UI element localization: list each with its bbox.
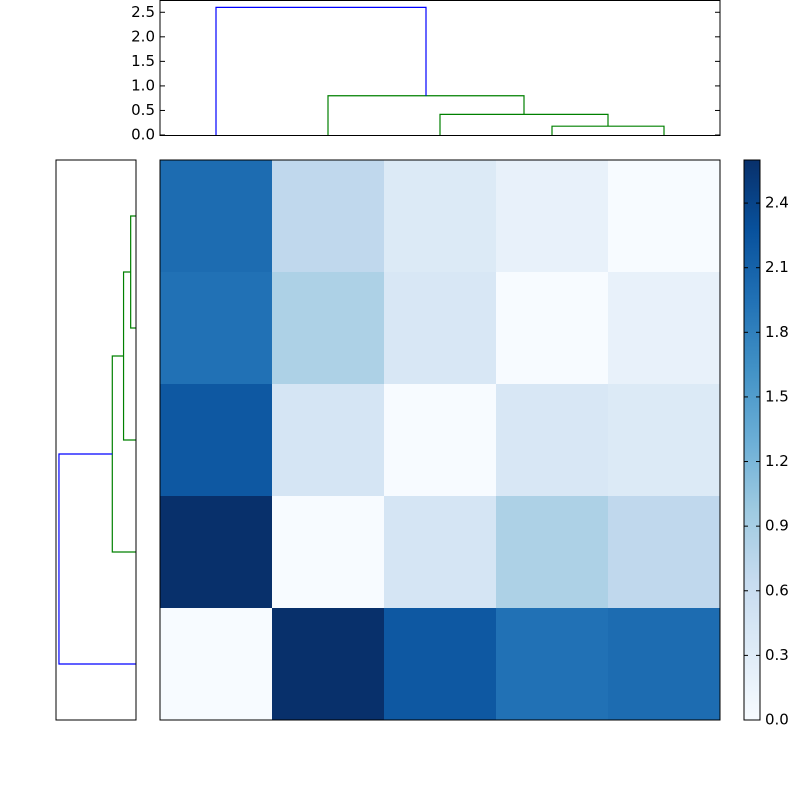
heatmap-cell bbox=[160, 384, 273, 497]
heatmap-cell bbox=[496, 496, 609, 609]
heatmap-cell bbox=[496, 608, 609, 721]
heatmap-cell bbox=[608, 496, 721, 609]
heatmap-cell bbox=[384, 608, 497, 721]
heatmap-cell bbox=[160, 496, 273, 609]
heatmap-cell bbox=[384, 272, 497, 385]
colorbar-tick-label: 1.2 bbox=[765, 452, 789, 470]
heatmap-cell bbox=[608, 608, 721, 721]
y-tick-label: 2.5 bbox=[131, 3, 155, 21]
heatmap-cell bbox=[384, 384, 497, 497]
y-tick-label: 0.0 bbox=[131, 126, 155, 144]
y-tick-label: 2.0 bbox=[131, 27, 155, 45]
heatmap-cell bbox=[496, 384, 609, 497]
heatmap-cell bbox=[272, 160, 385, 273]
heatmap-cell bbox=[160, 272, 273, 385]
dendrogram-link bbox=[215, 6, 427, 135]
heatmap-cell bbox=[272, 384, 385, 497]
heatmap-cell bbox=[608, 160, 721, 273]
heatmap-cell bbox=[160, 160, 273, 273]
heatmap-cell bbox=[608, 384, 721, 497]
dendrogram-link bbox=[58, 453, 136, 665]
axes-frame bbox=[55, 159, 137, 721]
colorbar-tick-label: 1.8 bbox=[765, 323, 789, 341]
colorbar-tick-label: 0.0 bbox=[765, 711, 789, 729]
dendrogram-link bbox=[439, 113, 609, 135]
axes-frame bbox=[159, 0, 721, 136]
y-tick-label: 1.0 bbox=[131, 76, 155, 94]
colorbar-tick-label: 0.3 bbox=[765, 646, 789, 664]
y-tick-label: 0.5 bbox=[131, 101, 155, 119]
dendrogram-link bbox=[327, 95, 525, 135]
colorbar bbox=[743, 159, 761, 721]
heatmap-cell bbox=[496, 160, 609, 273]
axes-frame bbox=[159, 159, 721, 721]
colorbar-tick-label: 2.4 bbox=[765, 194, 789, 212]
heatmap-cell bbox=[608, 272, 721, 385]
heatmap-cell bbox=[272, 496, 385, 609]
heatmap-cell bbox=[272, 608, 385, 721]
heatmap-cell bbox=[496, 272, 609, 385]
heatmap-cell bbox=[272, 272, 385, 385]
dendrogram-link bbox=[130, 215, 136, 329]
y-tick-label: 1.5 bbox=[131, 52, 155, 70]
heatmap-cell bbox=[384, 496, 497, 609]
heatmap-cell bbox=[384, 160, 497, 273]
colorbar-tick-label: 0.6 bbox=[765, 581, 789, 599]
colorbar-tick-label: 2.1 bbox=[765, 258, 789, 276]
colorbar-tick-label: 0.9 bbox=[765, 517, 789, 535]
dendrogram-link bbox=[551, 125, 665, 135]
dendrogram-link bbox=[122, 271, 136, 441]
colorbar-tick-label: 1.5 bbox=[765, 387, 789, 405]
heatmap-cell bbox=[160, 608, 273, 721]
